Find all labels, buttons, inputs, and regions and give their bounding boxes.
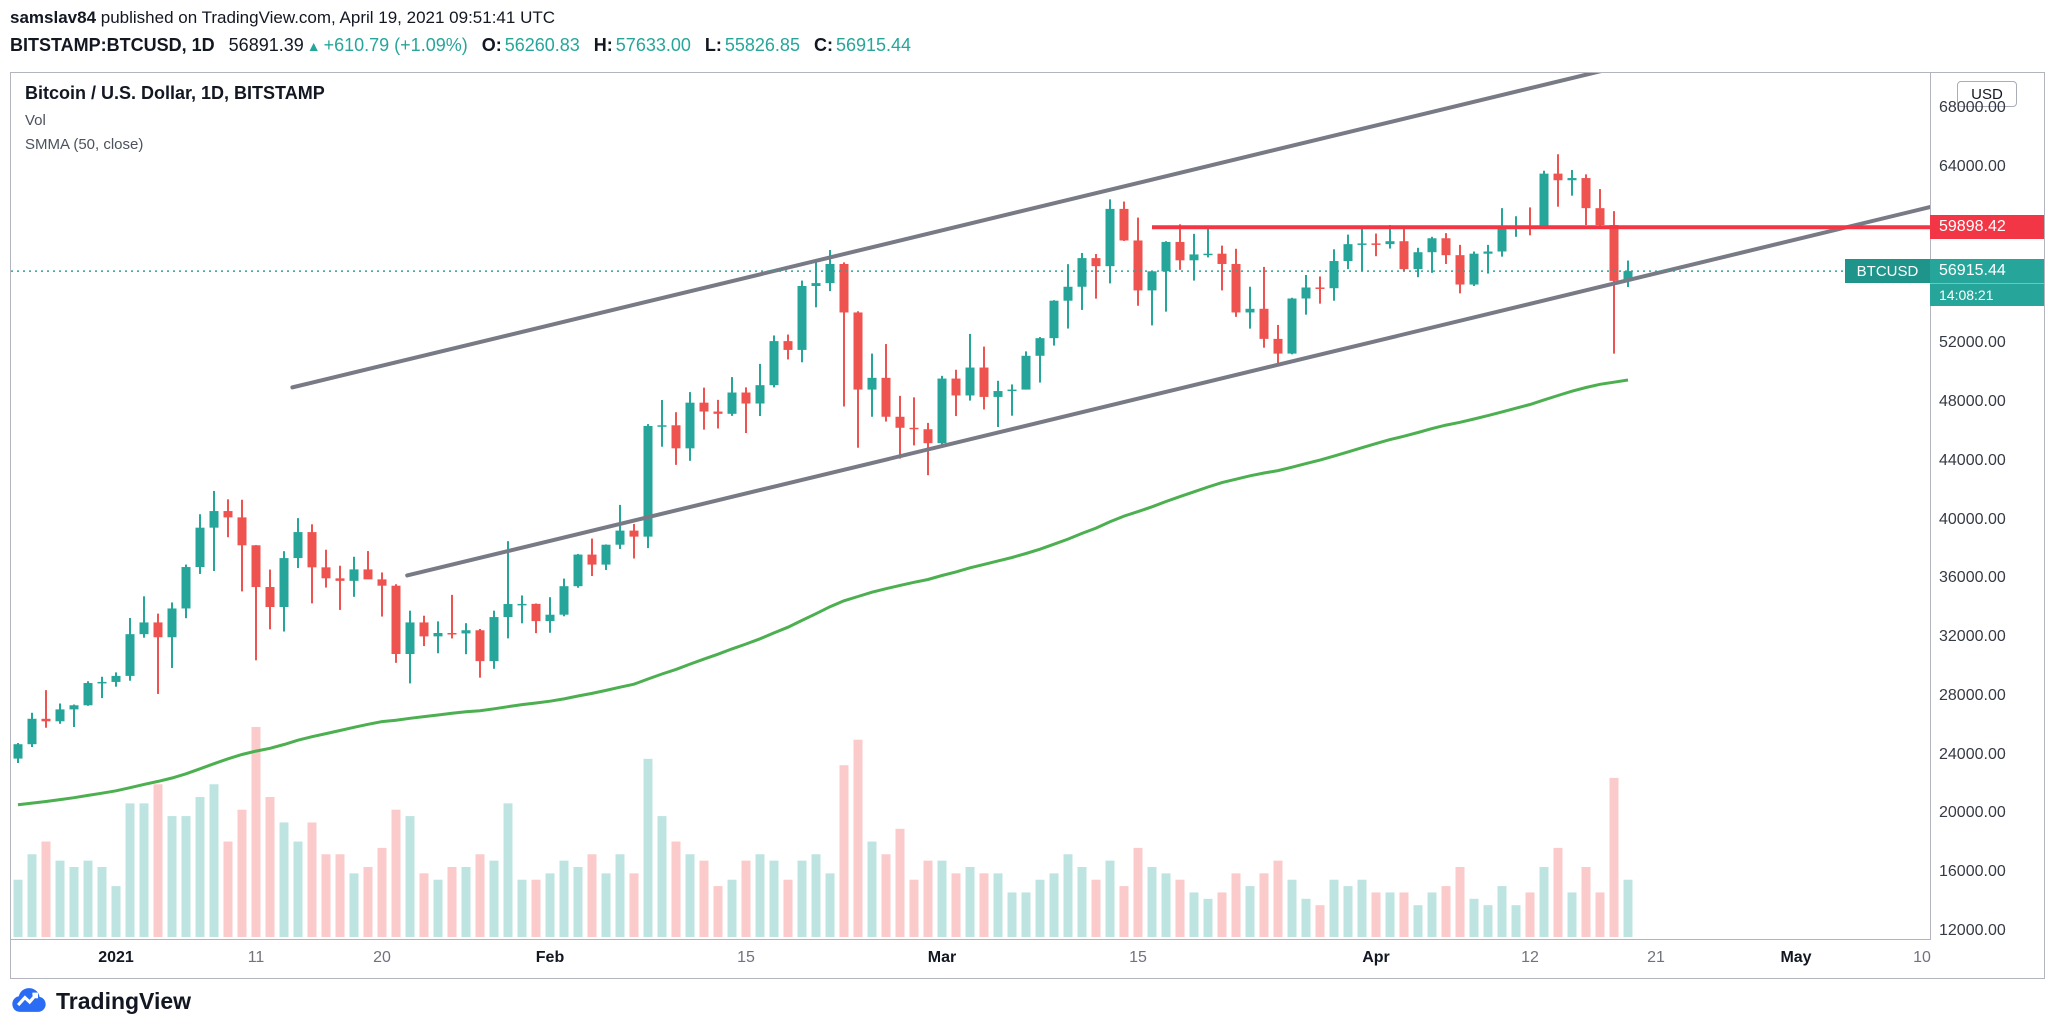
x-tick-label: 20 [373, 949, 391, 966]
candlestick-chart[interactable] [11, 73, 1930, 939]
last-price-symbol: BTCUSD [1845, 259, 1930, 284]
volume-series [13, 727, 1633, 937]
open-label: O: [481, 35, 502, 55]
tradingview-logo-icon[interactable] [12, 986, 46, 1016]
legend-volume-indicator[interactable]: Vol [25, 112, 46, 129]
high-price: 57633.00 [615, 35, 691, 55]
currency-badge[interactable]: USD [1957, 81, 2017, 107]
symbol-status-line: BITSTAMP:BTCUSD, 1D 56891.39 ▲ +610.79 (… [10, 35, 911, 56]
last-price-tag: BTCUSD 56915.44 14:08:21 [1845, 259, 2044, 307]
x-tick-label: 11 [247, 949, 265, 966]
y-tick-label: 48000.00 [1939, 393, 2006, 411]
y-tick-label: 64000.00 [1939, 158, 2006, 176]
up-triangle-icon: ▲ [306, 38, 321, 54]
low-value: L: 55826.85 [705, 35, 800, 56]
y-tick-label: 32000.00 [1939, 628, 2006, 646]
header-last-price: 56891.39 [228, 35, 304, 55]
x-tick-label: 10 [1913, 949, 1931, 966]
trendlines [290, 73, 1930, 578]
candles-series [13, 154, 1633, 764]
y-tick-label: 52000.00 [1939, 334, 2006, 352]
chart-frame: Bitcoin / U.S. Dollar, 1D, BITSTAMP Vol … [10, 72, 2045, 979]
smma-line [17, 378, 1629, 807]
publish-info-text: published on TradingView.com, April 19, … [96, 8, 556, 27]
open-value: O: 56260.83 [482, 35, 580, 56]
high-label: H: [593, 35, 613, 55]
x-tick-label: Mar [927, 949, 957, 966]
time-axis[interactable]: 2021 11 20 Feb 15 Mar 15 Apr 12 21 May 10 [11, 940, 1931, 978]
close-value: C: 56915.44 [814, 35, 911, 56]
x-tick-label: Feb [535, 949, 565, 966]
y-tick-label: 16000.00 [1939, 863, 2006, 881]
legend-smma-indicator[interactable]: SMMA (50, close) [25, 136, 144, 153]
last-price-tag-row: BTCUSD 56915.44 [1845, 259, 2044, 284]
y-tick-label: 68000.00 [1939, 99, 2006, 117]
x-tick-label: 15 [1129, 949, 1147, 966]
y-tick-label: 40000.00 [1939, 510, 2006, 528]
publish-header: samslav84 published on TradingView.com, … [10, 6, 911, 56]
price-change: +610.79 (+1.09%) [323, 35, 468, 55]
low-price: 55826.85 [724, 35, 800, 55]
chart-pane[interactable] [11, 73, 1931, 940]
x-tick-label: 12 [1521, 949, 1539, 966]
y-tick-label: 28000.00 [1939, 686, 2006, 704]
close-price: 56915.44 [835, 35, 912, 55]
brand-wordmark[interactable]: TradingView [56, 987, 192, 1014]
chart-legend: Bitcoin / U.S. Dollar, 1D, BITSTAMP Vol … [25, 83, 325, 160]
publish-byline: samslav84 published on TradingView.com, … [10, 6, 911, 30]
high-value: H: 57633.00 [594, 35, 691, 56]
low-label: L: [704, 35, 722, 55]
x-tick-label: May [1780, 949, 1812, 966]
y-tick-label: 44000.00 [1939, 451, 2006, 469]
y-tick-label: 36000.00 [1939, 569, 2006, 587]
close-label: C: [813, 35, 833, 55]
last-price-value: 56915.44 [1930, 259, 2044, 284]
author-name[interactable]: samslav84 [10, 8, 97, 27]
x-tick-label: 2021 [98, 949, 134, 966]
last-price-group: 56891.39 ▲ +610.79 (+1.09%) [229, 35, 468, 56]
x-tick-label: Apr [1362, 949, 1390, 966]
price-axis[interactable]: USD 12000.00 16000.00 20000.00 24000.00 2800… [1931, 73, 2044, 939]
legend-symbol-title[interactable]: Bitcoin / U.S. Dollar, 1D, BITSTAMP [25, 83, 325, 103]
x-tick-label: 21 [1647, 949, 1665, 966]
open-price: 56260.83 [504, 35, 580, 55]
y-tick-label: 24000.00 [1939, 745, 2006, 763]
symbol-interval-label: BITSTAMP:BTCUSD, 1D [10, 35, 215, 55]
hline-price-tag: 59898.42 [1930, 215, 2044, 240]
y-tick-label: 20000.00 [1939, 804, 2006, 822]
footer-brand: TradingView [12, 986, 191, 1016]
y-tick-label: 12000.00 [1939, 921, 2006, 939]
x-tick-label: 15 [737, 949, 755, 966]
bar-countdown: 14:08:21 [1930, 283, 2044, 307]
